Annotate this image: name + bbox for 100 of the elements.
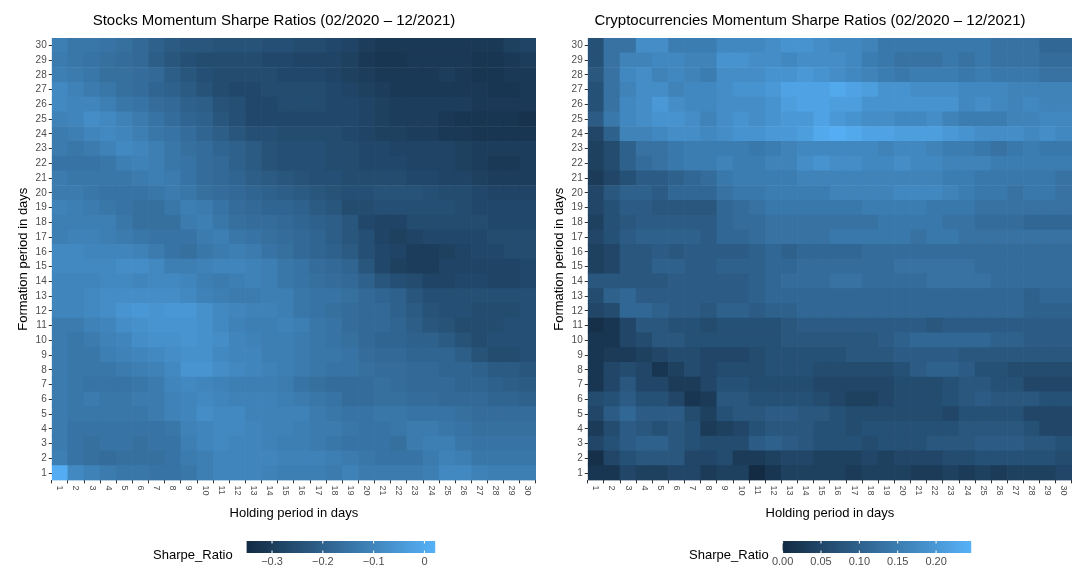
y-tick-label: 9 <box>41 348 48 360</box>
x-tick-label: 20 <box>898 485 909 496</box>
y-tick-label: 29 <box>35 53 48 65</box>
y-tick-label: 19 <box>35 201 48 213</box>
color-bar-label: −0.3 <box>261 554 283 567</box>
x-tick-label: 28 <box>491 485 502 496</box>
y-tick-label: 20 <box>571 186 584 198</box>
y-tick-label: 28 <box>35 68 48 80</box>
x-tick-label: 18 <box>865 485 876 496</box>
x-tick-label: 2 <box>71 485 82 491</box>
color-bar-title: Sharpe_Ratio <box>153 546 233 562</box>
y-tick-label: 26 <box>571 98 584 110</box>
x-tick-label: 8 <box>704 485 715 491</box>
x-tick-label: 26 <box>458 485 469 496</box>
y-tick-label: 11 <box>572 319 584 331</box>
x-tick-label: 2 <box>607 485 618 491</box>
x-tick-label: 10 <box>736 485 747 496</box>
x-tick-label: 11 <box>752 485 763 495</box>
y-tick-label: 10 <box>571 334 584 346</box>
x-tick-label: 24 <box>962 485 973 496</box>
color-bar-label: 0.15 <box>887 554 909 567</box>
x-tick-label: 19 <box>345 485 356 496</box>
y-tick-label: 19 <box>571 201 584 213</box>
x-tick-label: 22 <box>930 485 941 496</box>
y-tick-label: 30 <box>35 39 48 51</box>
color-bar-label: 0.05 <box>810 554 832 567</box>
y-tick-label: 16 <box>35 245 48 257</box>
y-tick-label: 21 <box>35 171 48 183</box>
x-tick-label: 6 <box>672 485 683 491</box>
x-tick-label: 7 <box>152 485 163 491</box>
x-tick-label: 9 <box>184 485 195 491</box>
x-tick-label: 16 <box>833 485 844 496</box>
x-tick-label: 13 <box>249 485 260 496</box>
x-tick-label: 11 <box>216 485 227 495</box>
x-tick-label: 7 <box>688 485 699 491</box>
x-tick-label: 23 <box>946 485 957 496</box>
y-tick-label: 12 <box>571 304 584 316</box>
x-tick-label: 20 <box>362 485 373 496</box>
y-tick-label: 4 <box>41 422 48 434</box>
y-tick-label: 1 <box>41 466 48 478</box>
x-tick-label: 15 <box>281 485 292 496</box>
y-tick-label: 21 <box>571 171 584 183</box>
y-tick-label: 2 <box>41 452 48 464</box>
x-tick-label: 12 <box>232 485 243 496</box>
x-tick-label: 25 <box>978 485 989 496</box>
y-tick-label: 25 <box>35 112 48 124</box>
y-tick-label: 8 <box>41 363 48 375</box>
x-tick-label: 3 <box>623 485 634 491</box>
x-tick-label: 17 <box>313 485 324 496</box>
y-tick-label: 4 <box>577 422 584 434</box>
y-tick-label: 7 <box>577 378 584 390</box>
y-tick-label: 6 <box>577 393 584 405</box>
x-tick-label: 25 <box>442 485 453 496</box>
x-tick-label: 10 <box>200 485 211 496</box>
y-tick-label: 8 <box>577 363 584 375</box>
x-tick-label: 5 <box>655 485 666 491</box>
color-bar-label: −0.1 <box>362 554 385 567</box>
x-tick-label: 1 <box>55 485 66 491</box>
y-tick-label: 20 <box>35 186 48 198</box>
x-tick-label: 21 <box>378 485 389 496</box>
y-tick-label: 13 <box>571 289 584 301</box>
x-tick-label: 21 <box>914 485 925 496</box>
x-tick-label: 16 <box>297 485 308 496</box>
y-tick-label: 5 <box>577 407 584 419</box>
x-tick-label: 13 <box>785 485 796 496</box>
y-tick-label: 15 <box>571 260 584 272</box>
x-tick-label: 5 <box>119 485 130 491</box>
y-tick-label: 1 <box>577 466 584 478</box>
y-tick-label: 7 <box>41 378 48 390</box>
color-bar-label: 0 <box>421 554 428 567</box>
x-tick-label: 3 <box>87 485 98 491</box>
x-tick-label: 22 <box>394 485 405 496</box>
y-axis-title: Formation period in days <box>15 187 31 331</box>
x-tick-label: 8 <box>168 485 179 491</box>
y-tick-label: 5 <box>41 407 48 419</box>
x-tick-label: 9 <box>720 485 731 491</box>
x-tick-label: 12 <box>768 485 779 496</box>
chart-title: Cryptocurrencies Momentum Sharpe Ratios (02/2020 – 12/2021) <box>594 11 1026 29</box>
y-tick-label: 24 <box>35 127 48 139</box>
x-tick-label: 18 <box>329 485 340 496</box>
y-tick-label: 26 <box>35 98 48 110</box>
x-tick-label: 27 <box>1011 485 1022 496</box>
x-tick-label: 4 <box>103 485 114 491</box>
y-tick-label: 24 <box>571 127 584 139</box>
y-tick-label: 15 <box>35 260 48 272</box>
y-tick-label: 3 <box>41 437 48 449</box>
y-tick-label: 11 <box>36 319 48 331</box>
y-tick-label: 28 <box>571 68 584 80</box>
y-tick-label: 10 <box>35 334 48 346</box>
y-tick-label: 29 <box>571 53 584 65</box>
y-tick-label: 9 <box>577 348 584 360</box>
x-tick-label: 17 <box>849 485 860 496</box>
x-tick-label: 15 <box>817 485 828 496</box>
y-tick-label: 23 <box>571 142 584 154</box>
y-tick-label: 27 <box>35 83 48 95</box>
chart-title: Stocks Momentum Sharpe Ratios (02/2020 – 12/2021) <box>92 11 456 29</box>
x-tick-label: 4 <box>639 485 650 491</box>
x-tick-label: 30 <box>523 485 534 496</box>
y-tick-label: 22 <box>571 157 584 169</box>
y-tick-label: 16 <box>571 245 584 257</box>
